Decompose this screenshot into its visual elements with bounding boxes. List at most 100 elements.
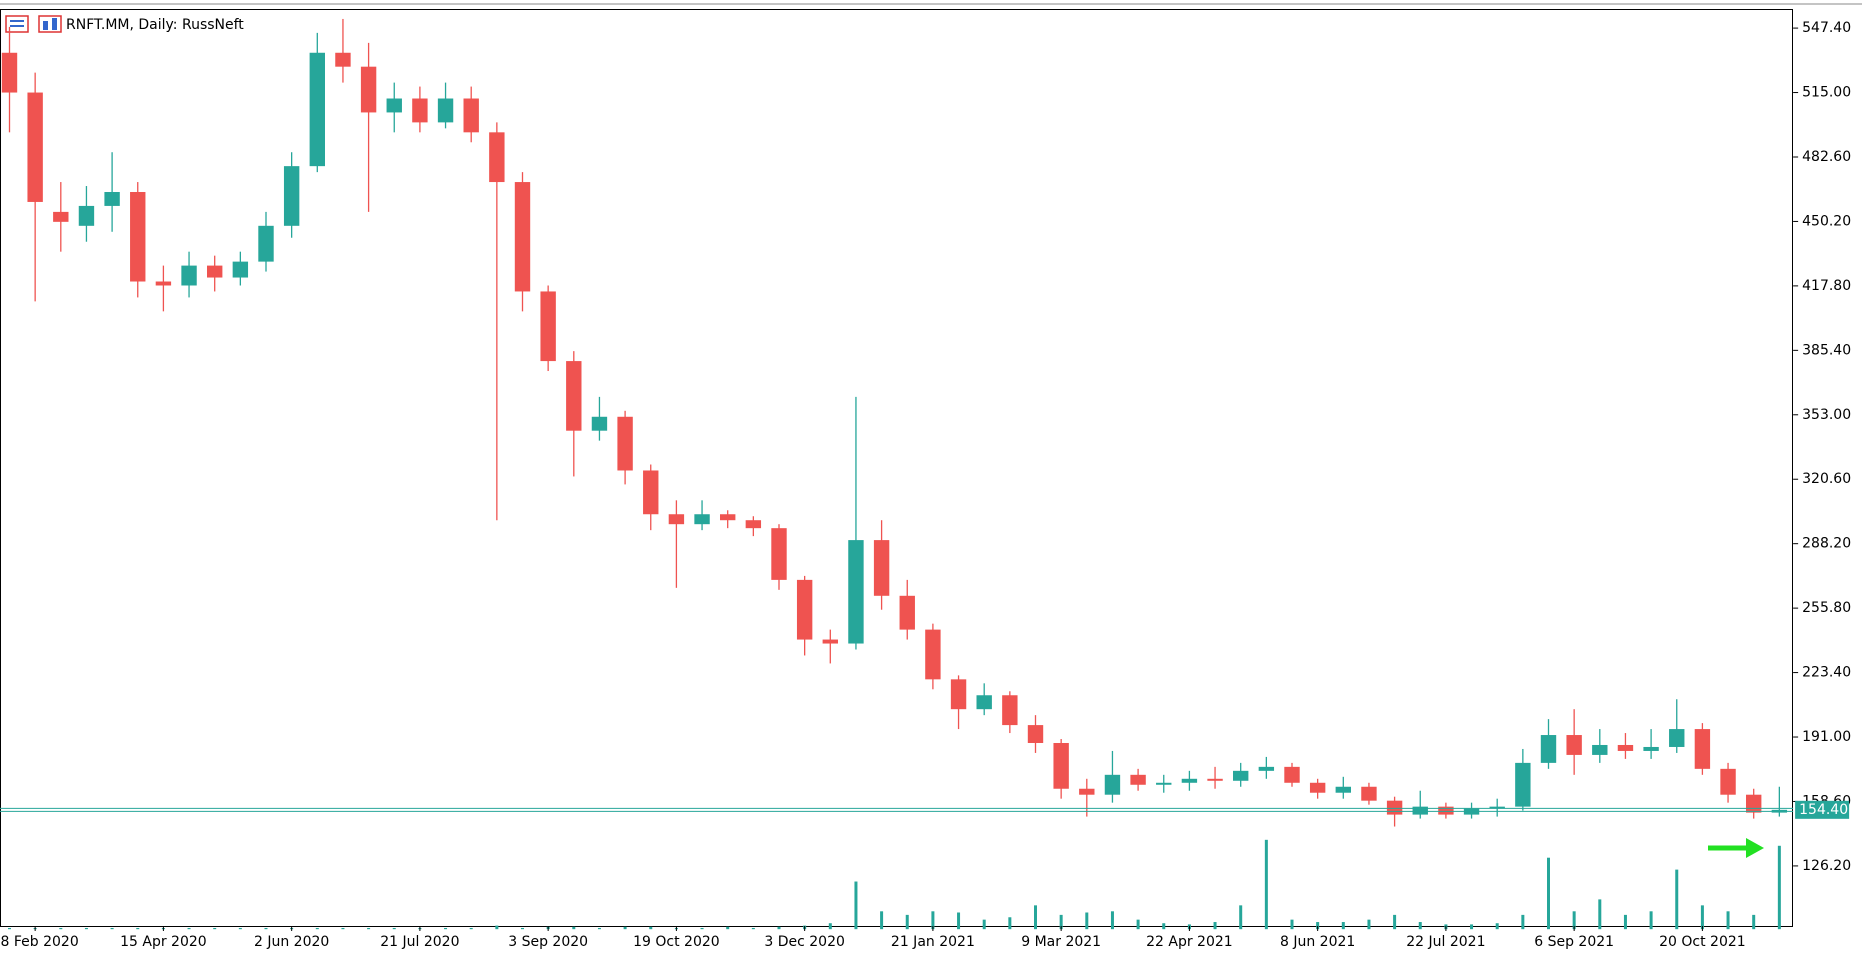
y-tick-label: 547.40 — [1802, 20, 1851, 36]
candle-body — [720, 514, 736, 521]
y-tick-label: 288.20 — [1802, 536, 1851, 552]
candle-body — [950, 679, 967, 710]
volume-bar — [1495, 923, 1499, 930]
volume-bar — [1341, 922, 1345, 930]
arrow-head — [1746, 838, 1764, 858]
candle-body — [1284, 766, 1300, 783]
volume-bar — [136, 927, 140, 930]
volume-bar — [84, 927, 88, 930]
candle — [489, 122, 505, 521]
volume-bar — [1752, 914, 1756, 930]
x-tick-label: 6 Sep 2021 — [1534, 934, 1614, 950]
volume-bar — [957, 912, 961, 930]
candle — [1233, 762, 1249, 787]
y-tick-label: 450.20 — [1802, 213, 1851, 229]
volume-bar — [982, 919, 986, 930]
candle-body — [514, 182, 531, 292]
volume-bars — [8, 839, 1781, 930]
candle — [1181, 770, 1198, 791]
candle — [1540, 719, 1557, 769]
candle — [130, 182, 146, 298]
candle-body — [1258, 766, 1275, 771]
volume-bar — [1213, 922, 1217, 930]
candle-body — [822, 639, 838, 644]
candle — [540, 285, 556, 372]
candle-body — [1694, 729, 1711, 769]
y-tick-label: 320.60 — [1802, 471, 1851, 487]
candle — [1335, 776, 1351, 799]
annotation-arrow — [1708, 838, 1764, 858]
x-tick-label: 3 Sep 2020 — [508, 934, 588, 950]
candle-body — [771, 528, 787, 580]
candle-body — [1309, 782, 1326, 793]
volume-bar — [521, 927, 524, 930]
volume-bar — [828, 923, 832, 930]
candle-body — [848, 540, 864, 644]
volume-bar — [444, 927, 448, 930]
candle-body — [360, 66, 377, 113]
candle — [78, 186, 95, 242]
candle — [617, 410, 633, 485]
volume-bar — [854, 881, 858, 930]
candle — [1156, 774, 1172, 793]
y-tick-label: 515.00 — [1802, 85, 1851, 101]
volume-bar — [1777, 845, 1781, 930]
volume-bar — [1700, 905, 1704, 930]
candle-body — [489, 132, 505, 183]
icon-chart[interactable] — [38, 15, 62, 33]
volume-bar — [905, 914, 909, 930]
candle — [1104, 750, 1121, 803]
toolbar-icons[interactable] — [5, 15, 62, 33]
candle — [1566, 709, 1582, 775]
candle-body — [104, 192, 120, 206]
x-tick-label: 3 Dec 2020 — [764, 934, 845, 950]
candle-body — [1386, 800, 1403, 815]
candle — [181, 251, 197, 298]
candle — [848, 396, 864, 650]
volume-bar — [315, 927, 319, 930]
y-tick-label: 126.20 — [1802, 858, 1851, 874]
candle — [796, 575, 813, 656]
y-tick-label: 191.00 — [1802, 729, 1851, 745]
x-tick-label: 9 Mar 2021 — [1021, 934, 1101, 950]
candle-body — [283, 166, 300, 226]
candle — [925, 623, 941, 690]
candle — [360, 42, 377, 212]
icon-detail — [52, 18, 57, 30]
candle — [1617, 733, 1634, 759]
candle-body — [1412, 806, 1428, 815]
candle-body — [181, 265, 197, 286]
candle-body — [694, 514, 710, 525]
candle-body — [1104, 774, 1121, 795]
candle-body — [1566, 735, 1582, 755]
candle — [1694, 723, 1711, 775]
candle — [950, 675, 967, 730]
volume-bar — [1162, 923, 1166, 930]
volume-bar — [1008, 917, 1012, 930]
candle-body — [1335, 786, 1351, 793]
candle-body — [1, 52, 18, 93]
candle-body — [335, 52, 351, 67]
candle — [514, 172, 531, 312]
candle — [873, 520, 890, 610]
candle-body — [78, 205, 95, 226]
y-tick-label: 417.80 — [1802, 278, 1851, 294]
volume-bar — [8, 927, 11, 930]
candle-body — [976, 695, 992, 710]
candle-body — [668, 514, 685, 525]
candle-body — [1181, 778, 1198, 783]
volume-bar — [1623, 914, 1627, 930]
last-price-label: 154.40 — [1799, 802, 1848, 818]
candle-body — [1592, 744, 1608, 755]
volume-bar — [572, 926, 576, 930]
plot-frame — [0, 9, 1793, 927]
candle — [1, 26, 18, 133]
candle — [1438, 802, 1454, 819]
candle-body — [566, 361, 582, 431]
volume-bar — [392, 927, 396, 930]
candle — [335, 18, 351, 83]
volume-bar — [1239, 905, 1243, 930]
candle — [720, 510, 736, 529]
chart-title: RNFT.MM, Daily: RussNeft — [66, 17, 244, 33]
